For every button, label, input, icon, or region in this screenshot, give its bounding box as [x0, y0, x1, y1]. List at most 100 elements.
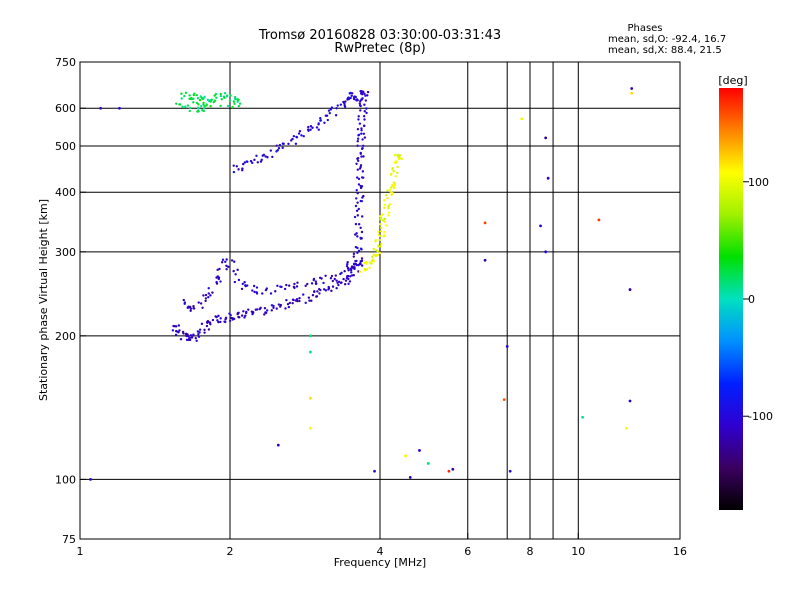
data-point [236, 268, 239, 272]
data-point [247, 308, 250, 311]
data-point [317, 122, 320, 125]
data-point [394, 153, 397, 157]
data-point [334, 114, 338, 117]
data-point [270, 309, 273, 312]
data-point [217, 314, 220, 318]
data-point [342, 100, 345, 104]
data-point [356, 251, 359, 255]
data-point [360, 127, 363, 130]
data-point [227, 265, 230, 269]
data-point [309, 124, 313, 128]
data-point [360, 91, 363, 94]
data-point [237, 168, 240, 171]
data-point [350, 94, 353, 97]
data-point [392, 186, 396, 190]
data-point [269, 149, 273, 152]
data-point [189, 309, 192, 312]
data-point [207, 287, 210, 290]
data-point [426, 462, 430, 465]
data-point [188, 94, 191, 97]
data-point [282, 142, 285, 146]
data-point [361, 97, 364, 100]
data-point [202, 103, 205, 106]
data-point [235, 98, 239, 101]
data-point [197, 103, 200, 106]
data-point [352, 255, 355, 258]
data-point [279, 303, 283, 307]
data-point [207, 292, 210, 295]
data-point [404, 454, 407, 458]
data-point [382, 219, 385, 222]
data-point [207, 295, 210, 299]
data-point [451, 467, 455, 471]
data-point [502, 398, 506, 401]
data-point [185, 338, 189, 342]
data-point [348, 280, 352, 283]
data-point [204, 293, 208, 297]
data-point [385, 224, 388, 227]
data-point [276, 443, 280, 447]
data-point [344, 100, 347, 103]
data-point [382, 233, 386, 237]
data-point [235, 165, 239, 168]
data-point [184, 105, 187, 109]
data-point [180, 92, 183, 95]
data-point [263, 307, 267, 310]
data-point [237, 104, 241, 108]
data-point [377, 230, 380, 234]
data-point [330, 106, 334, 109]
data-point [226, 94, 229, 97]
x-tick-label: 2 [227, 545, 234, 558]
data-point [344, 279, 348, 282]
data-point [359, 151, 362, 155]
data-point [390, 186, 393, 189]
data-point [291, 301, 294, 305]
data-point [358, 270, 362, 273]
data-point [396, 165, 399, 169]
data-point [628, 399, 632, 403]
data-point [387, 214, 390, 217]
data-point [185, 333, 188, 336]
data-point [274, 290, 277, 293]
data-point [188, 338, 192, 342]
data-point [285, 283, 288, 287]
data-point [203, 331, 206, 334]
data-point [508, 469, 512, 473]
data-point [281, 146, 284, 150]
data-point [355, 162, 358, 165]
data-point [360, 230, 364, 234]
data-point [277, 146, 281, 150]
data-point [243, 161, 247, 164]
data-point [346, 260, 349, 264]
data-point [249, 159, 253, 163]
data-point [335, 279, 338, 282]
data-point [242, 310, 245, 313]
data-point [360, 155, 363, 158]
data-point [377, 244, 380, 247]
data-point [202, 294, 205, 297]
data-point [209, 105, 212, 108]
data-point [259, 160, 263, 163]
data-point [373, 469, 376, 473]
data-point [219, 94, 223, 98]
data-point [362, 124, 366, 128]
data-point [347, 282, 350, 286]
data-point [212, 100, 215, 104]
data-point [374, 254, 378, 257]
data-point [275, 144, 278, 147]
data-point [359, 236, 362, 240]
data-point [354, 204, 358, 208]
data-point [347, 277, 350, 281]
data-point [219, 317, 222, 320]
data-point [310, 299, 313, 302]
data-point [255, 286, 259, 289]
data-point [388, 188, 392, 191]
data-point [210, 98, 213, 101]
data-point [302, 135, 305, 138]
data-point [352, 274, 355, 277]
data-point [196, 97, 200, 100]
data-point [271, 155, 274, 159]
data-point [186, 104, 190, 107]
data-point [252, 284, 256, 288]
data-point [356, 192, 359, 195]
